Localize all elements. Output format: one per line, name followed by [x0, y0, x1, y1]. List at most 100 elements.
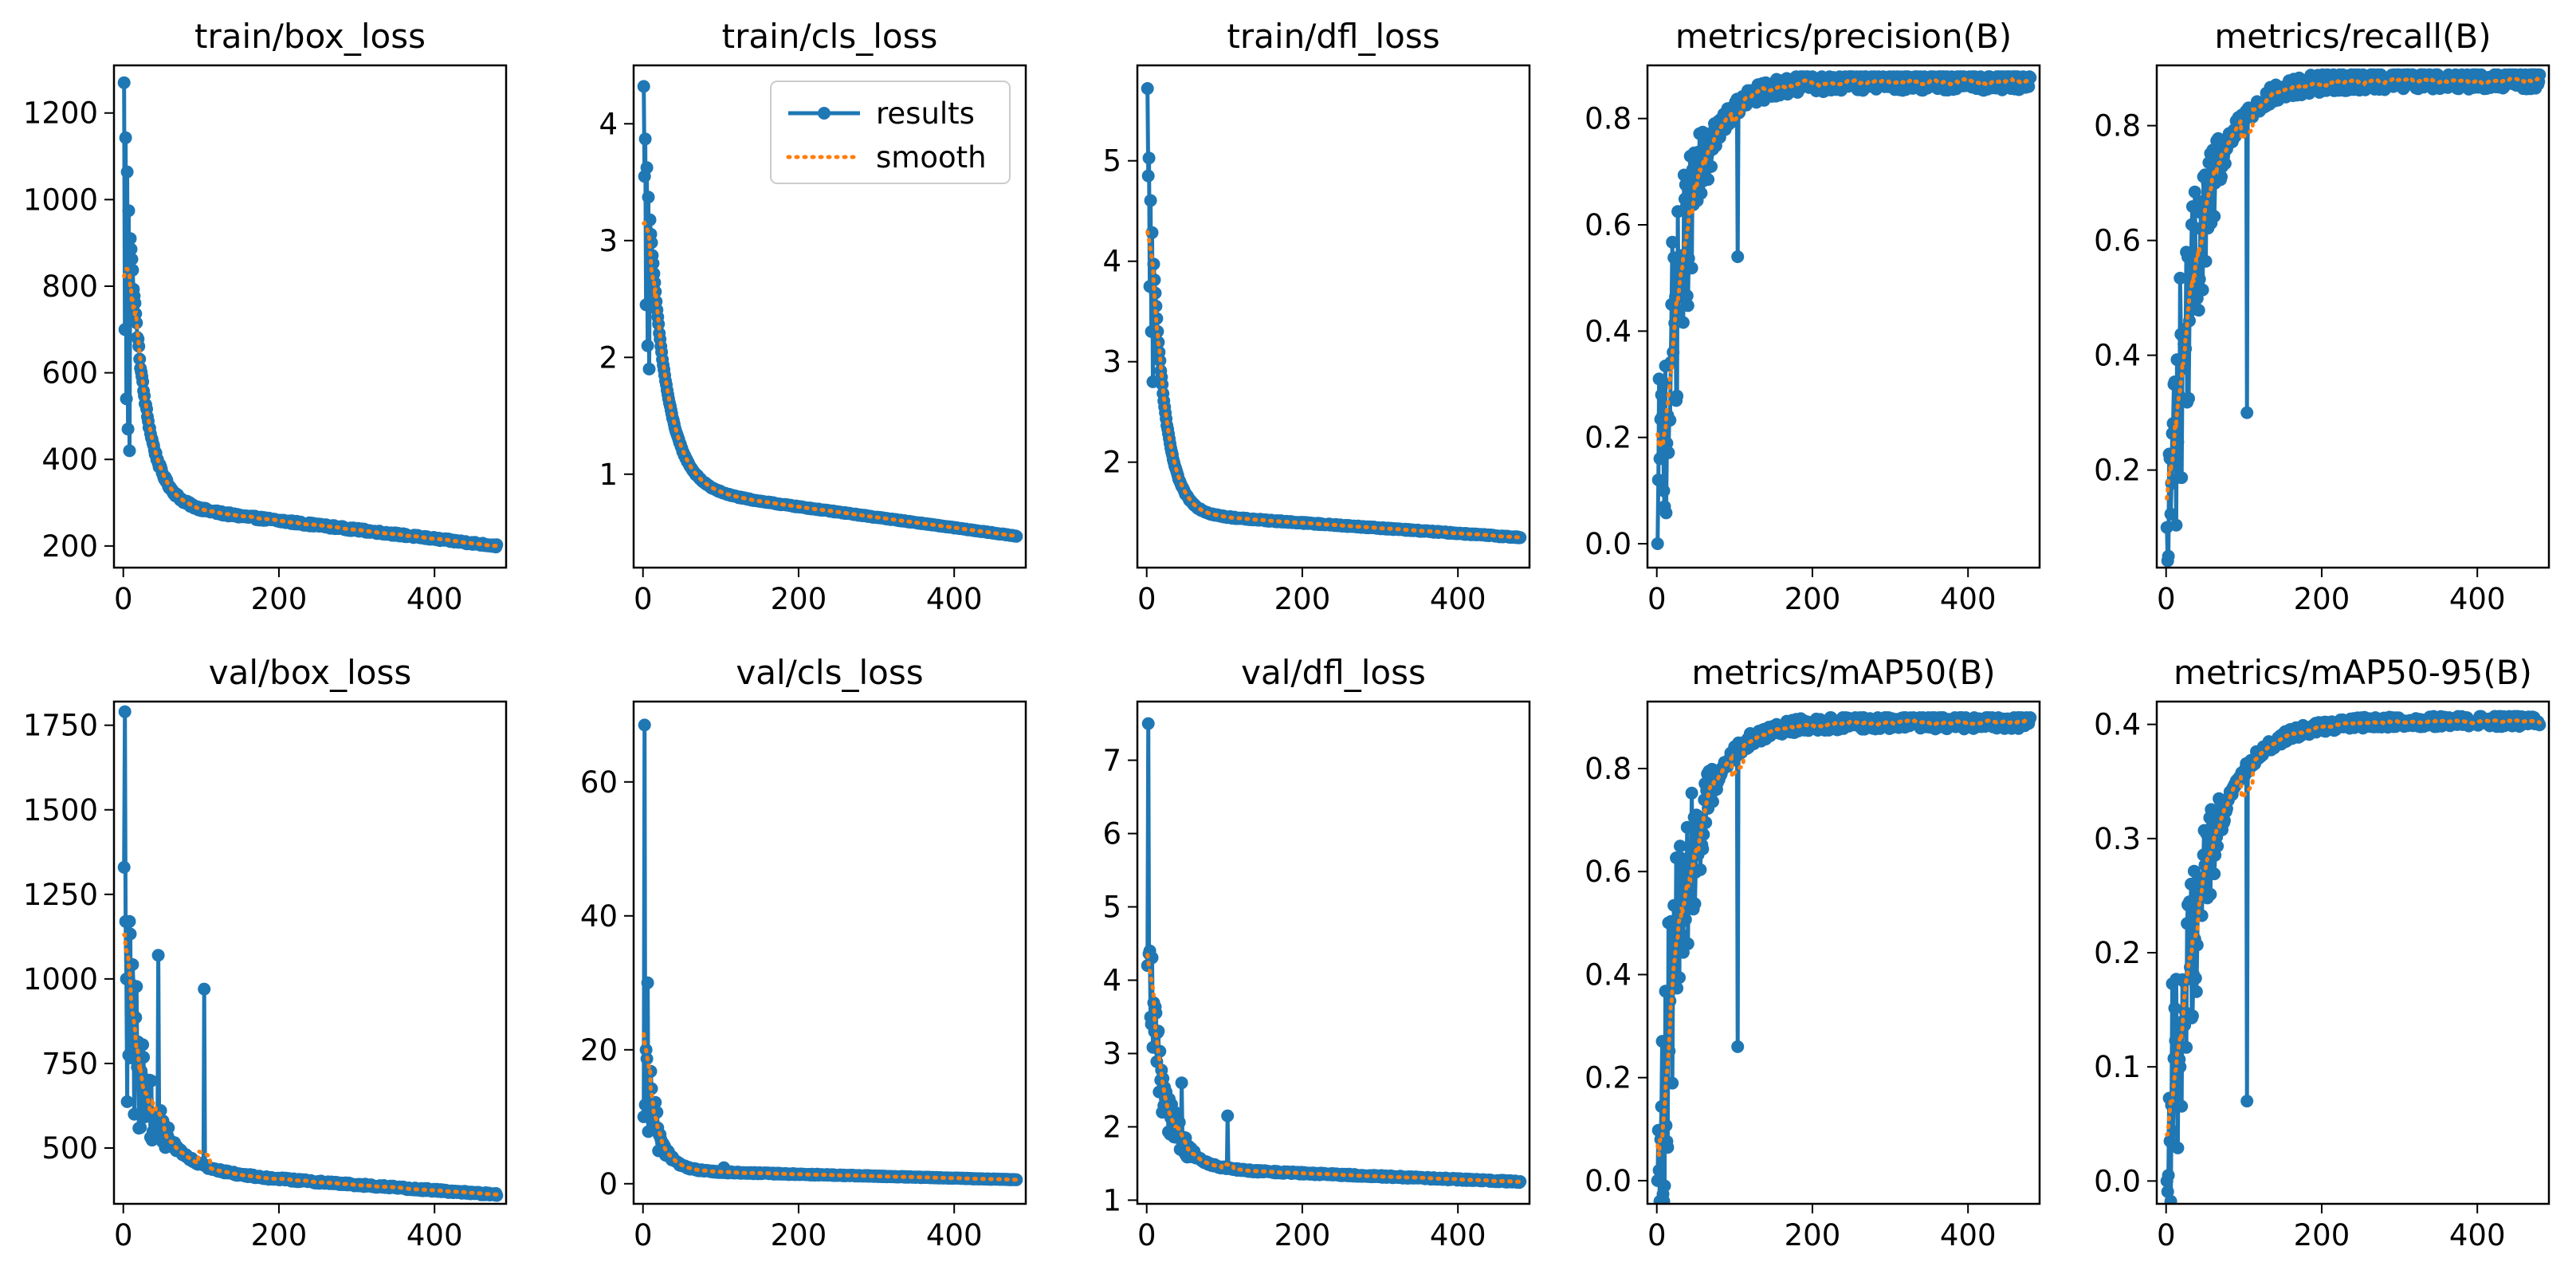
results-series-markers [1141, 82, 1527, 545]
x-tick-label: 400 [1430, 582, 1486, 616]
results-point [2181, 250, 2194, 264]
x-tick-label: 400 [406, 582, 463, 616]
y-tick-label: 3 [599, 224, 618, 258]
series-group [1651, 70, 2037, 550]
results-series-markers [117, 76, 504, 554]
x-tick-label: 400 [2449, 582, 2506, 616]
results-point [119, 131, 132, 144]
y-tick-label: 5 [1102, 891, 1121, 925]
results-series-markers [1141, 717, 1527, 1189]
results-series-markers [117, 705, 504, 1202]
y-tick-label: 3 [1102, 345, 1121, 379]
results-point [2171, 1141, 2185, 1154]
axes-frame [632, 64, 1027, 569]
results-point [118, 323, 132, 336]
x-tick-label: 0 [1647, 1218, 1667, 1252]
results-point [144, 1074, 158, 1087]
series-group [1141, 82, 1527, 545]
results-point [1655, 1035, 1669, 1048]
results-point [136, 1038, 150, 1052]
axes-frame [1646, 64, 2041, 569]
results-point [1659, 506, 1673, 520]
y-tick-label: 4 [1102, 245, 1121, 279]
plot-area [637, 718, 1023, 1186]
results-point [1673, 971, 1686, 985]
results-point [1658, 1179, 1671, 1193]
results-point [2162, 549, 2175, 563]
x-tick-label: 0 [634, 582, 653, 616]
y-tick-label: 0.4 [1584, 314, 1632, 348]
results-point [2196, 283, 2209, 297]
results-point [1221, 1109, 1235, 1123]
results-point [134, 1121, 147, 1134]
y-tick-label: 7 [1102, 744, 1121, 778]
results-point [642, 191, 655, 204]
results-point [1667, 898, 1681, 912]
results-point [2204, 887, 2217, 901]
y-tick-label: 0.2 [1584, 1061, 1632, 1095]
results-point [637, 80, 650, 93]
results-point [2218, 157, 2232, 171]
y-tick-label: 500 [41, 1131, 98, 1166]
results-point [1688, 897, 1702, 910]
results-point [1702, 173, 1715, 187]
plot-area [2160, 710, 2547, 1204]
y-tick-label: 0.6 [1584, 208, 1632, 242]
results-point [1657, 484, 1671, 497]
results-point [640, 161, 654, 175]
y-tick-label: 2 [599, 340, 618, 375]
y-tick-label: 4 [599, 107, 618, 141]
y-tick-label: 0.8 [2094, 109, 2141, 144]
results-point [2208, 210, 2221, 223]
y-tick-label: 1000 [23, 962, 98, 997]
y-tick-label: 5 [1102, 144, 1121, 179]
y-tick-label: 2 [1102, 1110, 1121, 1144]
results-point [122, 204, 135, 218]
series-group [1141, 717, 1527, 1189]
y-tick-label: 1250 [23, 878, 98, 912]
results-point [124, 927, 137, 941]
x-tick-label: 200 [1785, 582, 1841, 616]
results-series-line [122, 82, 499, 549]
results-point [1651, 537, 1664, 550]
results-point [1731, 1040, 1745, 1053]
x-tick-label: 0 [114, 1218, 133, 1252]
results-point [120, 1095, 134, 1108]
chart-title: train/cls_loss [722, 17, 938, 56]
plot-area [117, 76, 504, 554]
results-point [2240, 406, 2254, 419]
y-tick-label: 1 [1102, 1183, 1121, 1217]
results-point [638, 718, 651, 732]
results-series-line [642, 722, 1018, 1182]
x-tick-label: 0 [1137, 582, 1156, 616]
results-point [2185, 1009, 2199, 1023]
results-point [1680, 289, 1694, 302]
results-point [120, 165, 134, 179]
series-group [637, 80, 1023, 543]
results-point [1651, 474, 1665, 486]
results-point [2192, 304, 2205, 317]
results-point [120, 392, 133, 406]
results-point [1674, 839, 1687, 853]
y-tick-label: 0.2 [2094, 454, 2141, 488]
results-series-markers [2160, 710, 2547, 1204]
results-point [2188, 185, 2201, 199]
results-point [2168, 375, 2181, 388]
results-point [123, 914, 136, 928]
results-point [1681, 299, 1694, 313]
y-tick-label: 0.0 [1584, 1164, 1632, 1198]
results-series-markers [2160, 68, 2547, 568]
y-tick-label: 1 [599, 458, 618, 492]
results-point [2211, 839, 2225, 853]
results-point [1666, 235, 1679, 249]
y-tick-label: 2 [1102, 446, 1121, 480]
y-tick-label: 1750 [23, 709, 98, 743]
smooth-series-line [122, 932, 499, 1197]
results-point [642, 362, 656, 375]
x-tick-label: 0 [1647, 582, 1667, 616]
results-point [2170, 518, 2183, 532]
